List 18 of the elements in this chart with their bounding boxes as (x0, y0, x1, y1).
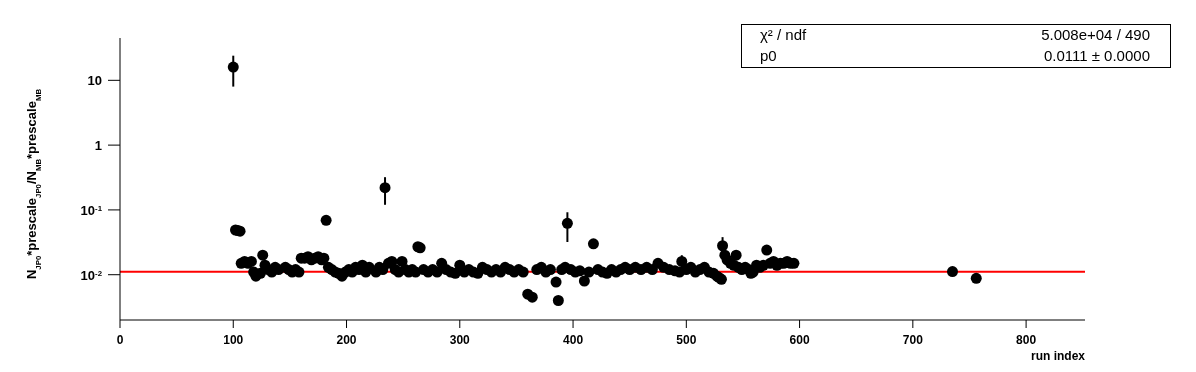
annotation: 0.0111 ± 0.0000 (1042, 46, 1150, 66)
annotation: χ² / ndf (760, 25, 808, 45)
x-tick-label: 400 (563, 333, 584, 347)
x-tick-label: 700 (902, 333, 924, 347)
x-tick-label: 800 (1016, 333, 1037, 347)
y-tick-label: 10$^{-1}$ (80, 202, 103, 218)
y-tick-label: 10 (87, 73, 102, 89)
y-tick-label: 1 (94, 138, 102, 154)
x-tick-label: 600 (789, 333, 810, 347)
annotation: p0 (760, 46, 778, 66)
x-axis-title: run index (1030, 349, 1085, 363)
y-tick-label: 10$^{-2}$ (80, 267, 103, 283)
x-tick-label: 200 (336, 333, 357, 347)
x-tick-label: 100 (223, 333, 244, 347)
x-tick-label: 500 (676, 333, 697, 347)
x-tick-label: 0 (116, 333, 124, 347)
annotation: 5.008e+04 / 490 (1041, 25, 1150, 45)
x-tick-label: 300 (449, 333, 471, 347)
